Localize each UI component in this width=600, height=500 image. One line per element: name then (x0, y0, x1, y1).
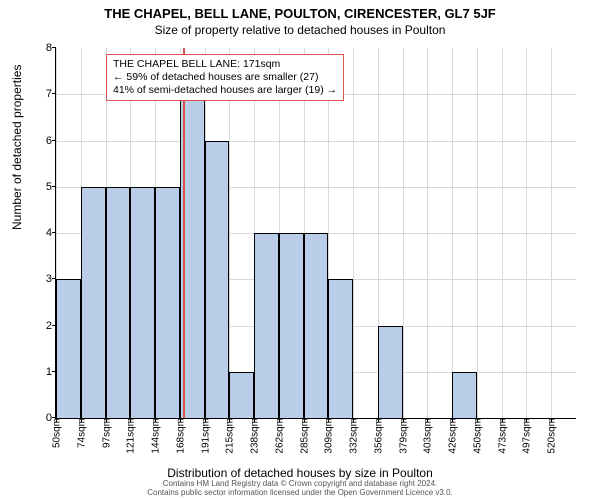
x-tick-label: 309sqm (322, 418, 335, 454)
gridline-vertical (427, 48, 428, 418)
x-tick-label: 497sqm (520, 418, 533, 454)
x-tick-mark (106, 418, 107, 422)
gridline-vertical (551, 48, 552, 418)
x-tick-label: 356sqm (371, 418, 384, 454)
gridline-vertical (452, 48, 453, 418)
y-tick-label: 3 (46, 273, 56, 285)
x-tick-label: 74sqm (74, 418, 87, 448)
x-tick-label: 262sqm (272, 418, 285, 454)
histogram-bar (205, 141, 230, 419)
x-tick-mark (279, 418, 280, 422)
x-tick-mark (452, 418, 453, 422)
y-tick-label: 1 (46, 366, 56, 378)
x-tick-mark (353, 418, 354, 422)
annotation-line: THE CHAPEL BELL LANE: 171sqm (113, 58, 337, 71)
x-tick-label: 168sqm (173, 418, 186, 454)
x-tick-mark (304, 418, 305, 422)
histogram-bar (155, 187, 180, 418)
y-tick-label: 5 (46, 181, 56, 193)
x-tick-mark (56, 418, 57, 422)
annotation-line: ← 59% of detached houses are smaller (27… (113, 71, 337, 84)
x-tick-mark (180, 418, 181, 422)
gridline-vertical (403, 48, 404, 418)
gridline-vertical (526, 48, 527, 418)
x-tick-label: 379sqm (396, 418, 409, 454)
x-tick-label: 520sqm (545, 418, 558, 454)
footer-line-1: Contains HM Land Registry data © Crown c… (163, 479, 438, 488)
x-tick-mark (81, 418, 82, 422)
x-tick-mark (155, 418, 156, 422)
annotation-line: 41% of semi-detached houses are larger (… (113, 84, 337, 97)
footer-attribution: Contains HM Land Registry data © Crown c… (0, 480, 600, 498)
histogram-bar (328, 279, 353, 418)
x-tick-mark (229, 418, 230, 422)
marker-annotation-box: THE CHAPEL BELL LANE: 171sqm← 59% of det… (106, 54, 344, 101)
histogram-bar (279, 233, 304, 418)
gridline-vertical (353, 48, 354, 418)
x-tick-mark (328, 418, 329, 422)
marker-line (183, 48, 185, 418)
histogram-bar (130, 187, 155, 418)
histogram-bar (378, 326, 403, 419)
x-tick-mark (403, 418, 404, 422)
x-tick-label: 191sqm (198, 418, 211, 454)
x-tick-label: 285sqm (297, 418, 310, 454)
y-tick-label: 4 (46, 227, 56, 239)
x-tick-label: 473sqm (495, 418, 508, 454)
histogram-bar (106, 187, 131, 418)
x-tick-mark (205, 418, 206, 422)
x-tick-mark (254, 418, 255, 422)
y-tick-label: 6 (46, 135, 56, 147)
gridline-horizontal (56, 141, 576, 142)
x-tick-label: 121sqm (124, 418, 137, 454)
x-tick-label: 50sqm (50, 418, 63, 448)
chart-title-main: THE CHAPEL, BELL LANE, POULTON, CIRENCES… (0, 0, 600, 21)
x-tick-label: 426sqm (446, 418, 459, 454)
x-axis-label: Distribution of detached houses by size … (0, 466, 600, 480)
histogram-bar (452, 372, 477, 418)
x-tick-label: 403sqm (421, 418, 434, 454)
footer-line-2: Contains public sector information licen… (147, 488, 453, 497)
y-tick-label: 2 (46, 320, 56, 332)
chart-plot-area: 01234567850sqm74sqm97sqm121sqm144sqm168s… (55, 48, 576, 419)
x-tick-label: 215sqm (223, 418, 236, 454)
x-tick-label: 144sqm (149, 418, 162, 454)
y-tick-label: 8 (46, 42, 56, 54)
histogram-bar (229, 372, 254, 418)
y-axis-label: Number of detached properties (10, 65, 24, 230)
x-tick-label: 450sqm (470, 418, 483, 454)
histogram-bar (254, 233, 279, 418)
x-tick-mark (427, 418, 428, 422)
gridline-vertical (229, 48, 230, 418)
histogram-bar (56, 279, 81, 418)
x-tick-label: 238sqm (248, 418, 261, 454)
x-tick-mark (551, 418, 552, 422)
x-tick-mark (526, 418, 527, 422)
gridline-vertical (502, 48, 503, 418)
y-tick-label: 7 (46, 88, 56, 100)
histogram-bar (81, 187, 106, 418)
histogram-bar (304, 233, 329, 418)
x-tick-label: 332sqm (347, 418, 360, 454)
x-tick-mark (378, 418, 379, 422)
x-tick-mark (477, 418, 478, 422)
gridline-vertical (477, 48, 478, 418)
x-tick-label: 97sqm (99, 418, 112, 448)
chart-title-sub: Size of property relative to detached ho… (0, 21, 600, 37)
x-tick-mark (130, 418, 131, 422)
x-tick-mark (502, 418, 503, 422)
